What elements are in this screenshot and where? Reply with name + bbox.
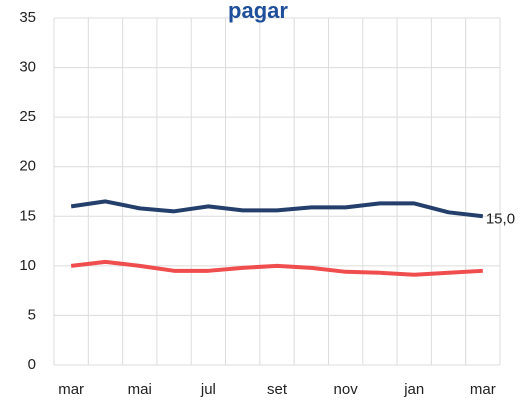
x-tick-label: jan — [403, 381, 424, 398]
x-tick-label: mar — [470, 381, 496, 398]
chart-title: pagar — [228, 0, 288, 23]
plot: 0 5 10 15 20 25 30 35 mar mai jul set nov jan mar 15,0 — [19, 9, 515, 398]
y-tick-label: 35 — [19, 9, 36, 26]
y-tick-label: 5 — [28, 306, 36, 323]
y-tick-label: 25 — [19, 108, 36, 125]
x-tick-label: nov — [334, 381, 359, 398]
y-tick-label: 15 — [19, 207, 36, 224]
x-tick-label: jul — [200, 381, 216, 398]
y-tick-label: 30 — [19, 59, 36, 76]
x-tick-label: mar — [58, 381, 84, 398]
x-tick-label: mai — [128, 381, 152, 398]
data-label: 15,0 — [486, 210, 515, 227]
series-line — [70, 199, 484, 219]
series-line — [70, 259, 483, 277]
y-tick-label: 20 — [19, 158, 36, 175]
y-tick-label: 0 — [28, 356, 36, 373]
x-tick-label: set — [267, 381, 288, 398]
y-tick-label: 10 — [19, 257, 36, 274]
